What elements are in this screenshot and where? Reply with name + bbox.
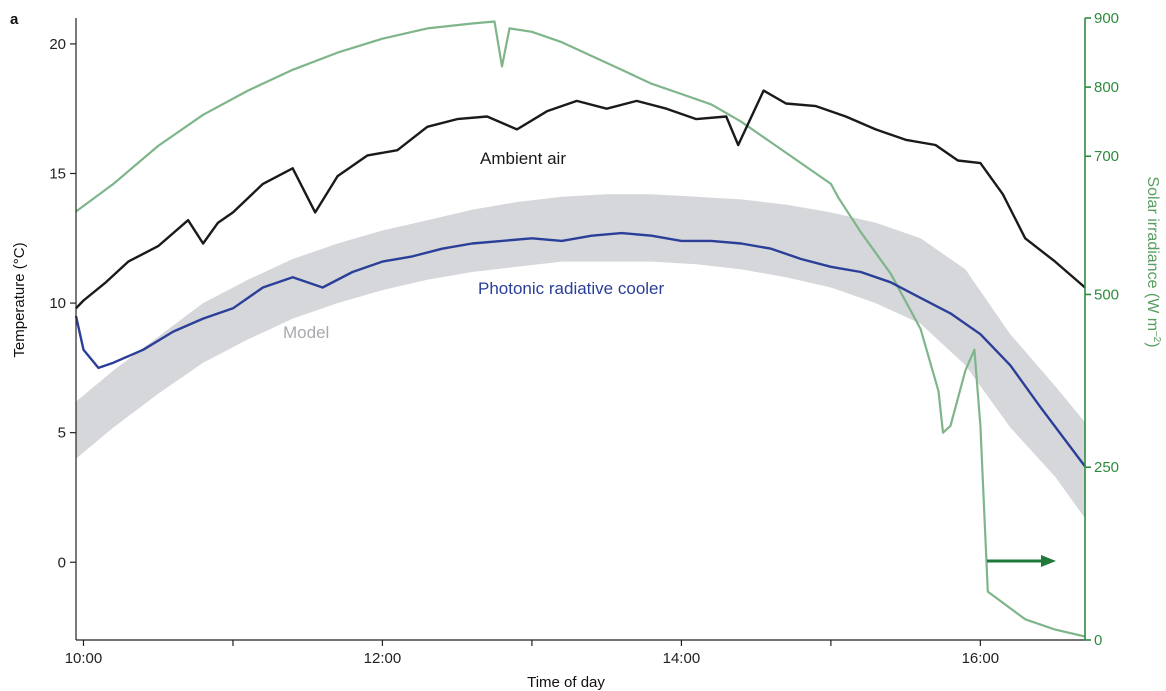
annotation-ambient-air: Ambient air [480, 149, 566, 168]
y-right-tick-label: 500 [1094, 286, 1119, 303]
x-tick-label: 14:00 [663, 650, 701, 667]
series-lines [74, 20, 1086, 638]
series-line-ambient-air [75, 89, 1086, 310]
model-band-group [76, 194, 1085, 519]
y-left-tick-label: 5 [58, 425, 66, 442]
y-left-tick-label: 0 [58, 554, 66, 571]
arrow-right-axis-indicator [987, 555, 1056, 567]
x-tick-label: 16:00 [962, 650, 1000, 667]
annotation-model: Model [283, 323, 329, 342]
y-left-tick-label: 15 [49, 166, 66, 183]
y-left-axis-title: Temperature (°C) [11, 242, 28, 357]
model-band [76, 194, 1085, 519]
series-line-solar-irradiance [75, 20, 1086, 638]
axes [75, 18, 1086, 641]
y-left-tick-label: 10 [49, 295, 66, 312]
x-axis-title: Time of day [527, 674, 605, 691]
y-left-tick-label: 20 [49, 36, 66, 53]
y-right-tick-label: 0 [1094, 632, 1102, 649]
x-tick-label: 12:00 [364, 650, 402, 667]
ticks: 0 5 10 15 20 0 250 500 700 800 900 10:00 12:00 14:00 1… [49, 10, 1119, 667]
series-line-photonic-radiative-cooler [74, 231, 1086, 468]
y-right-tick-label: 250 [1094, 459, 1119, 476]
y-right-axis-title: Solar irradiance (W m–2) [1144, 176, 1162, 347]
y-right-tick-label: 700 [1094, 148, 1119, 165]
y-right-tick-label: 800 [1094, 79, 1119, 96]
arrow-head [1041, 555, 1056, 567]
y-right-axis-title-main: Solar irradiance (W m [1144, 176, 1161, 331]
x-tick-label: 10:00 [65, 650, 103, 667]
y-right-axis-title-close: ) [1144, 342, 1161, 347]
annotation-photonic-radiative-cooler: Photonic radiative cooler [478, 279, 665, 298]
panel-label: a [10, 11, 19, 28]
y-right-axis-title-sup: –2 [1151, 331, 1162, 343]
y-right-tick-label: 900 [1094, 10, 1119, 27]
